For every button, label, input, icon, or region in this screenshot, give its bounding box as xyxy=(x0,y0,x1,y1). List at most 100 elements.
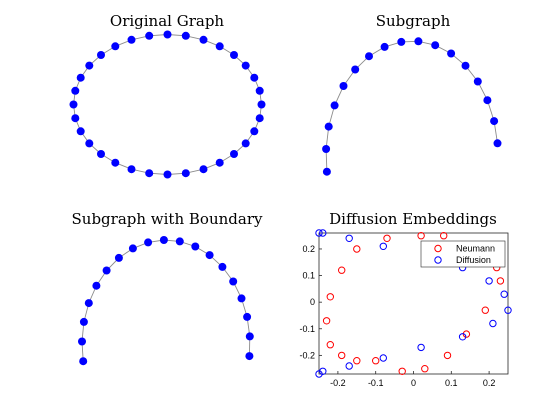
graph-node xyxy=(493,139,502,148)
graph-node xyxy=(245,352,254,361)
scatter-point-diffusion xyxy=(379,242,387,251)
y-tick-label: -0.1 xyxy=(299,324,315,334)
scatter-point-diffusion xyxy=(489,319,497,328)
graph-node xyxy=(215,42,224,51)
graph-node xyxy=(175,237,184,246)
scatter-point-diffusion xyxy=(500,290,508,298)
x-tick-label: 0.1 xyxy=(445,378,458,388)
legend: Neumann Diffusion xyxy=(420,240,506,268)
graph-node xyxy=(85,61,94,70)
graph-edge-path xyxy=(81,239,251,362)
scatter-point-neumann xyxy=(417,232,425,240)
y-axis-ticks: -0.2 -0.1 0 0.1 0.2 xyxy=(299,244,322,360)
panel-title-diffusion-embeddings: Diffusion Embeddings xyxy=(329,210,497,228)
graph-node xyxy=(85,139,94,148)
scatter-point-diffusion xyxy=(319,229,327,237)
panel-diffusion-embeddings: Diffusion Embeddings -0.2 -0.1 0 0.1 0.2 -0.… xyxy=(299,210,512,388)
graph-node xyxy=(229,277,238,286)
graph-node xyxy=(79,317,88,326)
graph-node xyxy=(490,117,499,126)
graph-node xyxy=(128,244,137,253)
legend-label-neumann: Neumann xyxy=(456,244,495,254)
graph-node xyxy=(205,251,214,260)
graph-node xyxy=(322,145,331,153)
panel-title-original-graph: Original Graph xyxy=(110,12,225,30)
scatter-point-neumann xyxy=(353,357,361,365)
panel-subgraph-with-boundary: Subgraph with Boundary xyxy=(72,210,263,366)
panel-subgraph: Subgraph xyxy=(322,12,502,176)
graph-node xyxy=(483,96,492,105)
graph-node xyxy=(102,266,111,275)
scatter-point-neumann xyxy=(326,341,334,349)
graph-nodes xyxy=(78,236,254,366)
scatter-point-neumann xyxy=(443,351,452,360)
graph-node xyxy=(71,114,80,123)
graph-node xyxy=(127,165,136,174)
legend-box xyxy=(420,240,506,268)
scatter-point-neumann xyxy=(338,266,346,274)
graph-node xyxy=(322,167,331,176)
scatter-point-neumann xyxy=(481,306,489,314)
graph-node xyxy=(473,77,482,86)
graph-node xyxy=(230,51,238,59)
scatter-point-neumann xyxy=(398,367,406,375)
scatter-point-diffusion xyxy=(379,354,387,362)
graph-node xyxy=(243,312,252,321)
panel-title-subgraph: Subgraph xyxy=(376,12,451,30)
panel-title-subgraph-with-boundary: Subgraph with Boundary xyxy=(72,210,263,228)
x-tick-label: 0.2 xyxy=(483,378,496,388)
scatter-point-neumann xyxy=(496,277,505,285)
graph-node xyxy=(163,170,172,179)
legend-marker-diffusion xyxy=(434,256,442,264)
x-tick-label: -0.1 xyxy=(368,378,384,388)
scatter-point-neumann xyxy=(372,357,380,365)
graph-node xyxy=(414,37,423,46)
graph-node xyxy=(79,357,88,366)
graph-node xyxy=(330,101,339,110)
x-axis-ticks: -0.2 -0.1 0 0.1 0.2 xyxy=(330,371,495,388)
graph-node xyxy=(114,253,123,262)
y-tick-label: 0.1 xyxy=(302,271,315,281)
graph-node xyxy=(351,65,360,74)
graph-node xyxy=(218,262,227,271)
graph-node xyxy=(324,122,333,131)
scatter-point-diffusion xyxy=(315,229,323,237)
graph-node xyxy=(78,337,86,346)
graph-node xyxy=(145,31,154,40)
graph-edge-path xyxy=(325,40,498,172)
scatter-point-diffusion xyxy=(458,333,467,341)
scatter-point-neumann xyxy=(322,317,331,325)
graph-node xyxy=(199,35,208,44)
graph-node xyxy=(97,150,105,158)
graph-node xyxy=(159,236,168,244)
graph-edges xyxy=(325,40,498,172)
graph-node xyxy=(163,30,172,39)
scatter-point-diffusion xyxy=(345,234,353,243)
graph-node xyxy=(250,127,259,136)
scatter-point-neumann xyxy=(383,234,391,243)
x-tick-label: 0 xyxy=(411,378,416,388)
graph-node xyxy=(380,42,389,51)
graph-node xyxy=(199,165,208,174)
graph-node xyxy=(127,35,136,44)
graph-node xyxy=(241,139,250,148)
graph-node xyxy=(215,158,224,167)
y-tick-label: 0.2 xyxy=(302,244,315,254)
graph-nodes xyxy=(322,37,502,176)
graph-nodes xyxy=(69,30,266,179)
graph-node xyxy=(230,150,238,158)
x-tick-label: -0.2 xyxy=(330,378,346,388)
scatter-point-diffusion xyxy=(345,362,353,370)
y-tick-label: 0 xyxy=(310,297,315,307)
graph-node xyxy=(111,158,120,167)
graph-node xyxy=(111,42,120,51)
graph-node xyxy=(181,169,190,178)
scatter-point-neumann xyxy=(440,232,448,240)
graph-node xyxy=(447,49,456,58)
graph-node xyxy=(237,294,246,303)
graph-node xyxy=(250,73,259,82)
graph-node xyxy=(69,100,78,109)
graph-node xyxy=(255,86,264,95)
graph-node xyxy=(245,332,254,341)
